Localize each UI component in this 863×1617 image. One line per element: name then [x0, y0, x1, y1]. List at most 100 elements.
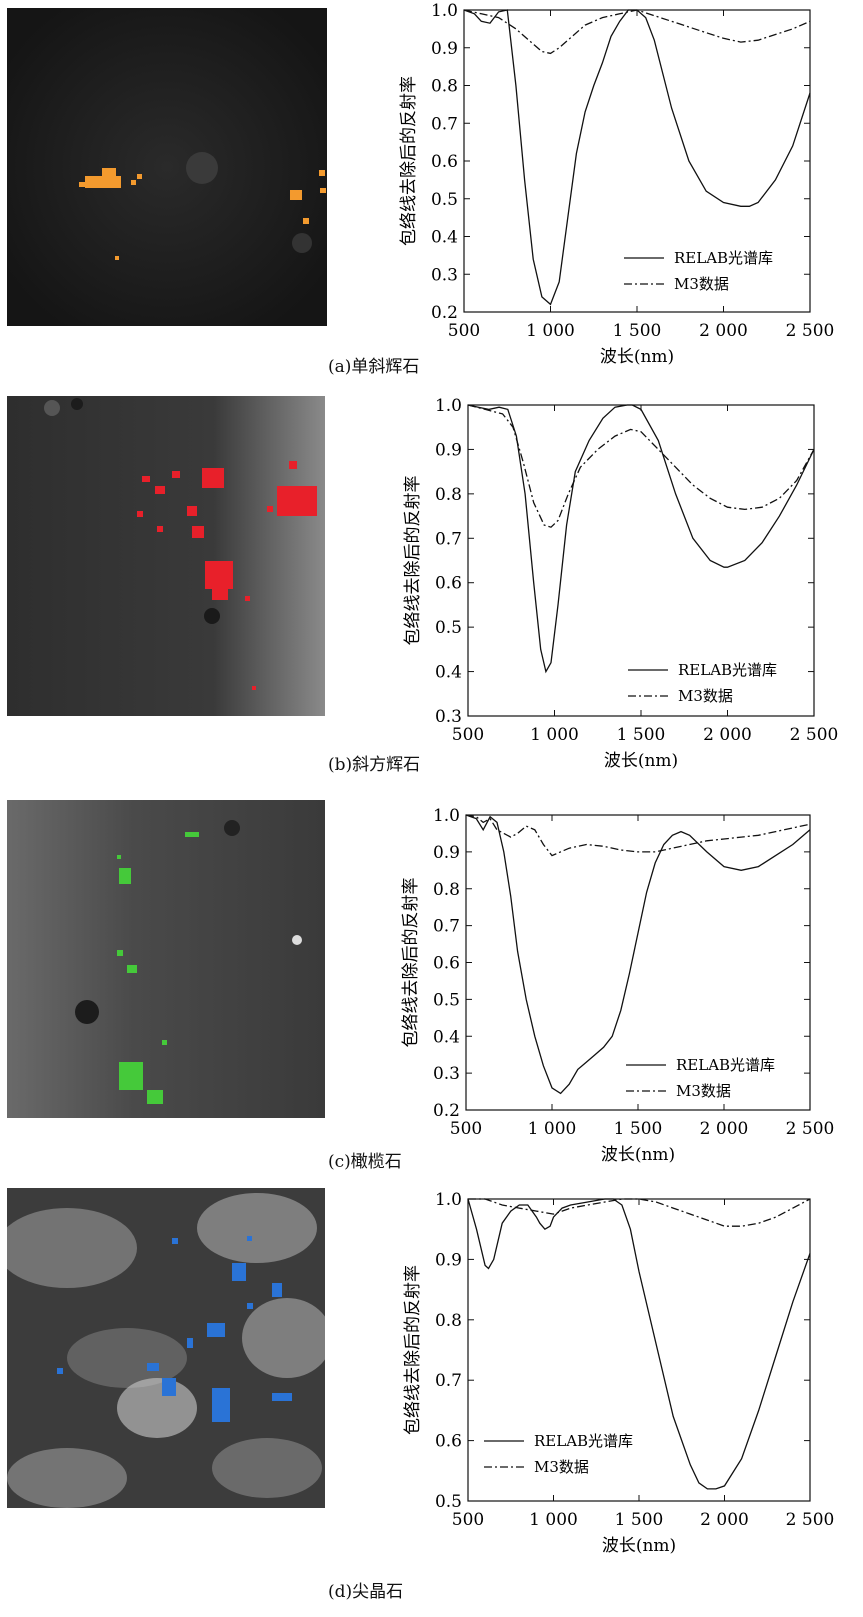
y-axis-title: 包络线去除后的反射率: [403, 476, 423, 646]
y-tick-label: 0.7: [433, 917, 460, 937]
legend-m3-label: M3数据: [676, 1082, 731, 1100]
legend-relab-label: RELAB光谱库: [534, 1432, 633, 1450]
x-tick-label: 1 500: [614, 1119, 663, 1139]
y-tick-label: 0.8: [435, 1311, 462, 1331]
legend-relab-label: RELAB光谱库: [678, 661, 777, 679]
y-tick-label: 0.7: [435, 1371, 462, 1391]
legend-m3-label: M3数据: [534, 1458, 589, 1476]
legend-relab-label: RELAB光谱库: [674, 249, 773, 267]
map-image-a: [7, 8, 327, 326]
series-m3-line: [468, 1198, 811, 1227]
map-svg-c: [7, 800, 325, 1118]
y-axis-title: 包络线去除后的反射率: [401, 878, 421, 1048]
map-svg-b: [7, 396, 325, 716]
y-tick-label: 0.6: [435, 1432, 462, 1452]
y-tick-label: 0.9: [435, 1250, 462, 1270]
x-tick-label: 2 000: [699, 321, 748, 341]
y-tick-label: 0.4: [435, 663, 462, 683]
y-tick-label: 0.2: [433, 1101, 460, 1121]
y-axis-title: 包络线去除后的反射率: [399, 76, 419, 246]
map-svg-a: [7, 8, 327, 326]
x-axis-title: 波长(nm): [600, 347, 674, 367]
y-tick-label: 0.4: [431, 228, 458, 248]
chart-svg-a: 500 1 000 1 500 2 000 2 500 0.2 0.3 0.4 0.5 0.6 0.…: [399, 1, 835, 367]
x-tick-label: 1 000: [529, 1510, 578, 1530]
y-tick-label: 0.4: [433, 1027, 460, 1047]
x-tick-label: 500: [450, 1119, 482, 1139]
legend-relab-label: RELAB光谱库: [676, 1056, 775, 1074]
x-tick-label: 2 500: [786, 321, 835, 341]
series-relab-line: [467, 404, 815, 674]
x-tick-label: 500: [452, 1510, 484, 1530]
x-axis-title: 波长(nm): [604, 751, 678, 771]
x-tick-label: 2 000: [703, 725, 752, 745]
y-tick-label: 0.8: [435, 485, 462, 505]
y-tick-label: 0.5: [435, 618, 462, 638]
x-tick-label: 2 500: [786, 1119, 835, 1139]
y-tick-label: 0.5: [433, 990, 460, 1010]
y-tick-label: 0.9: [431, 39, 458, 59]
y-tick-label: 0.6: [435, 574, 462, 594]
chart-c: 500 1 000 1 500 2 000 2 500 0.2 0.3 0.4 0.5 0.6 0.…: [396, 795, 856, 1189]
x-tick-label: 1 000: [530, 725, 579, 745]
chart-a: 500 1 000 1 500 2 000 2 500 0.2 0.3 0.4 0.5 0.6 0.…: [396, 0, 856, 399]
plot-frame: [467, 1198, 811, 1502]
panel-c: 500 1 000 1 500 2 000 2 500 0.2 0.3 0.4 0.5 0.6 0.…: [0, 795, 863, 1185]
x-tick-label: 1 500: [615, 1510, 664, 1530]
y-tick-label: 0.3: [435, 707, 462, 727]
series-relab-line: [465, 814, 811, 1095]
x-tick-label: 1 500: [617, 725, 666, 745]
chart-svg-d: 500 1 000 1 500 2 000 2 500 0.5 0.6 0.7 0.8 0.9 1.…: [403, 1190, 835, 1556]
x-tick-label: 2 500: [786, 1510, 835, 1530]
x-tick-label: 2 500: [790, 725, 839, 745]
chart-svg-b: 500 1 000 1 500 2 000 2 500 0.3 0.4 0.5 0.6 0.7 0.…: [403, 396, 839, 771]
x-tick-label: 500: [448, 321, 480, 341]
panel-a: 500 1 000 1 500 2 000 2 500 0.2 0.3 0.4 0.5 0.6 0.…: [0, 0, 863, 395]
series-m3-line: [467, 404, 815, 528]
y-tick-label: 1.0: [433, 806, 460, 826]
y-tick-label: 0.5: [431, 190, 458, 210]
y-tick-label: 1.0: [435, 396, 462, 416]
y-tick-label: 0.8: [431, 77, 458, 97]
series-relab-line: [467, 1198, 811, 1490]
x-tick-label: 2 000: [700, 1119, 749, 1139]
y-tick-label: 0.7: [431, 114, 458, 134]
x-axis-title: 波长(nm): [601, 1145, 675, 1165]
mineral-points-red: [137, 461, 317, 690]
y-tick-label: 0.3: [433, 1064, 460, 1084]
mineral-points-green: [117, 832, 199, 1104]
x-tick-label: 2 000: [700, 1510, 749, 1530]
y-tick-label: 0.7: [435, 529, 462, 549]
panel-b: 500 1 000 1 500 2 000 2 500 0.3 0.4 0.5 0.6 0.7 0.…: [0, 395, 863, 795]
caption-d: (d)尖晶石: [328, 1582, 404, 1602]
y-tick-label: 0.3: [431, 265, 458, 285]
map-image-b: [7, 396, 325, 716]
y-tick-label: 0.9: [435, 440, 462, 460]
y-tick-label: 0.6: [431, 152, 458, 172]
caption-a: (a)单斜辉石: [328, 357, 420, 377]
y-tick-label: 1.0: [431, 1, 458, 21]
map-image-d: [7, 1188, 325, 1508]
y-tick-label: 0.6: [433, 954, 460, 974]
x-tick-label: 1 000: [528, 1119, 577, 1139]
legend-m3-label: M3数据: [674, 275, 729, 293]
series-relab-line: [463, 9, 811, 306]
mineral-points-blue: [57, 1236, 292, 1422]
mineral-points-orange: [79, 168, 326, 260]
map-image-c: [7, 800, 325, 1118]
legend-m3-label: M3数据: [678, 687, 733, 705]
chart-svg-c: 500 1 000 1 500 2 000 2 500 0.2 0.3 0.4 0.5 0.6 0.…: [401, 806, 835, 1165]
chart-b: 500 1 000 1 500 2 000 2 500 0.3 0.4 0.5 0.6 0.7 0.…: [396, 395, 856, 799]
x-axis-title: 波长(nm): [602, 1536, 676, 1556]
map-svg-d: [7, 1188, 325, 1508]
y-tick-label: 1.0: [435, 1190, 462, 1210]
series-m3-line: [465, 814, 811, 857]
caption-b: (b)斜方辉石: [328, 755, 421, 775]
y-axis-title: 包络线去除后的反射率: [403, 1265, 423, 1435]
chart-d: 500 1 000 1 500 2 000 2 500 0.5 0.6 0.7 0.8 0.9 1.…: [396, 1185, 856, 1617]
x-tick-label: 1 000: [526, 321, 575, 341]
panel-d: 500 1 000 1 500 2 000 2 500 0.5 0.6 0.7 0.8 0.9 1.…: [0, 1185, 863, 1613]
series-m3-line: [463, 9, 811, 55]
x-tick-label: 500: [452, 725, 484, 745]
y-tick-label: 0.8: [433, 880, 460, 900]
